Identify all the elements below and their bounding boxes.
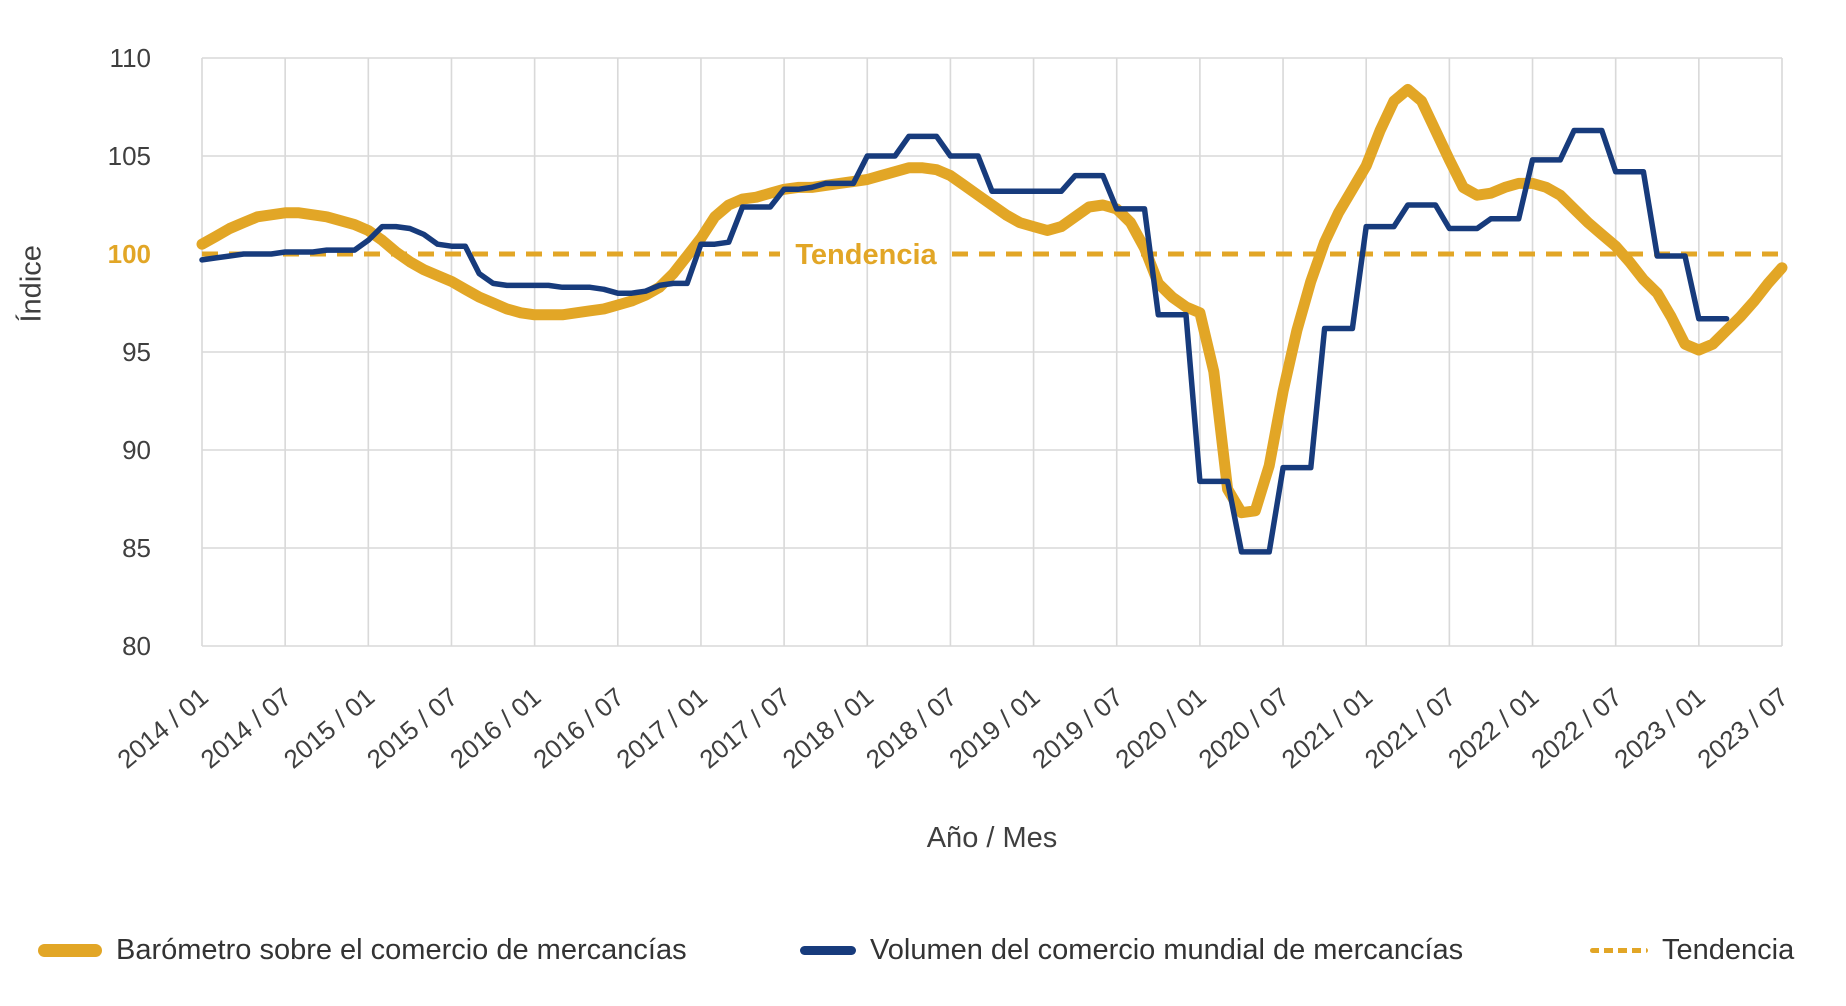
grid-layer	[201, 57, 1783, 647]
x-tick-label: 2015 / 01	[278, 682, 380, 775]
y-tick-label: 95	[122, 337, 151, 367]
y-tick-label: 100	[108, 239, 151, 269]
legend-label-trend: Tendencia	[1662, 933, 1795, 966]
x-tick-label: 2016 / 01	[444, 682, 546, 775]
x-tick-label: 2016 / 07	[527, 682, 629, 775]
legend-item-barometer: Barómetro sobre el comercio de mercancía…	[38, 930, 687, 970]
x-tick-label: 2020 / 01	[1109, 682, 1211, 775]
x-tick-label: 2022 / 01	[1442, 682, 1544, 775]
x-tick-label: 2019 / 01	[943, 682, 1045, 775]
y-tick-label: 80	[122, 631, 151, 661]
trend-annotation-label: Tendencia	[795, 239, 937, 271]
x-tick-label: 2015 / 07	[361, 682, 463, 775]
x-axis-title: Año / Mes	[926, 822, 1058, 854]
x-tick-label: 2018 / 07	[860, 682, 962, 775]
volume-line-swatch-icon	[800, 945, 856, 955]
x-tick-label: 2022 / 07	[1525, 682, 1627, 775]
x-tick-label: 2023 / 07	[1692, 682, 1794, 775]
x-tick-label: 2021 / 01	[1276, 682, 1378, 775]
barometer-line-swatch-icon	[38, 943, 102, 957]
x-tick-label: 2020 / 07	[1193, 682, 1295, 775]
x-tick-label: 2014 / 07	[195, 682, 297, 775]
legend-label-volume: Volumen del comercio mundial de mercancí…	[870, 933, 1464, 966]
x-tick-label: 2023 / 01	[1608, 682, 1710, 775]
x-tick-label: 2019 / 07	[1026, 682, 1128, 775]
barometer-series-line	[196, 83, 1788, 519]
y-tick-label: 110	[110, 43, 151, 73]
x-tick-label: 2017 / 01	[610, 682, 712, 775]
series-layer	[196, 83, 1788, 555]
y-tick-label: 90	[122, 435, 151, 465]
x-tick-label: 2017 / 07	[694, 682, 796, 775]
chart-legend: Barómetro sobre el comercio de mercancía…	[0, 930, 1846, 976]
volume-series-line	[199, 127, 1730, 555]
legend-label-barometer: Barómetro sobre el comercio de mercancía…	[116, 933, 687, 966]
legend-item-trend: Tendencia	[1590, 930, 1794, 970]
x-tick-label: 2018 / 01	[777, 682, 879, 775]
y-axis-title: Índice	[15, 245, 48, 323]
y-tick-label: 85	[122, 533, 151, 563]
x-tick-label: 2021 / 07	[1359, 682, 1461, 775]
legend-item-volume: Volumen del comercio mundial de mercancí…	[800, 930, 1463, 970]
y-tick-label: 105	[108, 141, 151, 171]
trend-dashed-swatch-icon	[1590, 947, 1648, 953]
x-tick-label: 2014 / 01	[112, 682, 214, 775]
